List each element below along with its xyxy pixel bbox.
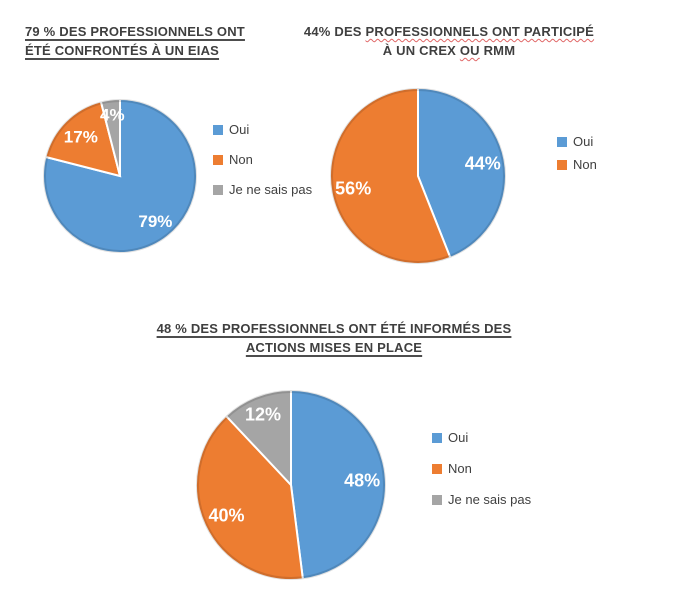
data-label: 56% bbox=[335, 178, 371, 198]
pie-slice-non bbox=[329, 86, 452, 265]
legend: Oui Non Je ne sais pas bbox=[213, 122, 312, 212]
data-label: 4% bbox=[100, 105, 125, 124]
data-label: 17% bbox=[64, 127, 98, 146]
legend-label: Je ne sais pas bbox=[448, 492, 532, 507]
legend-item: Oui bbox=[432, 430, 531, 446]
legend-label: Non bbox=[229, 152, 253, 167]
data-label: 44% bbox=[465, 154, 501, 174]
pie-slice-oui bbox=[290, 388, 387, 581]
legend-label: Oui bbox=[229, 122, 250, 137]
chart-title-line: À UN CREX OU RMM bbox=[284, 41, 614, 60]
pie-chart: 79% 17%4% bbox=[42, 97, 198, 254]
legend-label: Non bbox=[448, 461, 472, 476]
pie-rim-shading bbox=[196, 390, 386, 580]
chart-title: 48 % DES PROFESSIONNELS ONT ÉTÉ INFORMÉS… bbox=[154, 319, 514, 357]
chart-title-line: 48 % DES PROFESSIONNELS ONT ÉTÉ INFORMÉS… bbox=[154, 319, 514, 338]
legend-item: Non bbox=[432, 461, 531, 477]
legend-item: Je ne sais pas bbox=[213, 182, 312, 198]
legend-label: Je ne sais pas bbox=[229, 182, 313, 197]
chart-title-line: ACTIONS MISES EN PLACE bbox=[154, 338, 514, 357]
data-label: 79% bbox=[138, 212, 172, 231]
chart-title-line: 44% DES PROFESSIONNELS ONT PARTICIPÉ bbox=[284, 22, 614, 41]
pie-slice-je-ne-sais-pas bbox=[99, 97, 121, 177]
legend-marker-icon bbox=[432, 495, 442, 505]
legend-item: Oui bbox=[213, 122, 312, 138]
legend: Oui Non Je ne sais pas bbox=[432, 430, 531, 523]
legend-marker-icon bbox=[213, 155, 223, 165]
data-label: 12% bbox=[245, 404, 281, 424]
pie-chart: 48% 40% 12% bbox=[195, 388, 387, 581]
chart-title-line: ÉTÉ CONFRONTÉS À UN EIAS bbox=[25, 41, 275, 60]
legend-label: Non bbox=[573, 157, 597, 172]
legend-item: Non bbox=[213, 152, 312, 168]
title-text: À UN CREX bbox=[382, 43, 460, 58]
legend-marker-icon bbox=[432, 433, 442, 443]
legend-label: Oui bbox=[448, 430, 469, 445]
title-text: 48 % DES PROFESSIONNELS ONT ÉTÉ INFORMÉS… bbox=[156, 321, 512, 336]
pie-slice-non bbox=[44, 100, 122, 178]
pie-rim-shading bbox=[43, 99, 197, 253]
legend-label: Oui bbox=[573, 134, 594, 149]
legend-marker-icon bbox=[432, 464, 442, 474]
title-text: RMM bbox=[479, 43, 516, 58]
legend-item: Non bbox=[557, 157, 597, 173]
chart-title-line: 79 % DES PROFESSIONNELS ONT bbox=[25, 22, 275, 41]
chart-title: 44% DES PROFESSIONNELS ONT PARTICIPÉ À UN… bbox=[284, 22, 614, 60]
pie-slice-oui bbox=[417, 86, 507, 260]
pie-chart: 44% 56% bbox=[329, 86, 507, 265]
legend: Oui Non bbox=[557, 134, 597, 180]
legend-item: Oui bbox=[557, 134, 597, 150]
title-text: ACTIONS MISES EN PLACE bbox=[245, 340, 423, 355]
title-text: OU bbox=[459, 43, 480, 58]
data-label: 40% bbox=[208, 505, 244, 525]
data-label: 48% bbox=[344, 471, 380, 491]
title-text: 44% DES bbox=[303, 24, 366, 39]
legend-marker-icon bbox=[213, 125, 223, 135]
legend-marker-icon bbox=[557, 137, 567, 147]
legend-item: Je ne sais pas bbox=[432, 492, 531, 508]
chart-title: 79 % DES PROFESSIONNELS ONT ÉTÉ CONFRONTÉ… bbox=[25, 22, 275, 60]
pie-rim-shading bbox=[330, 88, 506, 264]
title-text: 79 % DES PROFESSIONNELS ONT bbox=[25, 24, 245, 39]
legend-marker-icon bbox=[213, 185, 223, 195]
pie-slice-je-ne-sais-pas bbox=[224, 388, 292, 488]
title-text: ÉTÉ CONFRONTÉS À UN EIAS bbox=[25, 43, 220, 58]
legend-marker-icon bbox=[557, 160, 567, 170]
title-text: PROFESSIONNELS ONT PARTICIPÉ bbox=[365, 24, 595, 39]
pie-slice-non bbox=[195, 414, 305, 581]
